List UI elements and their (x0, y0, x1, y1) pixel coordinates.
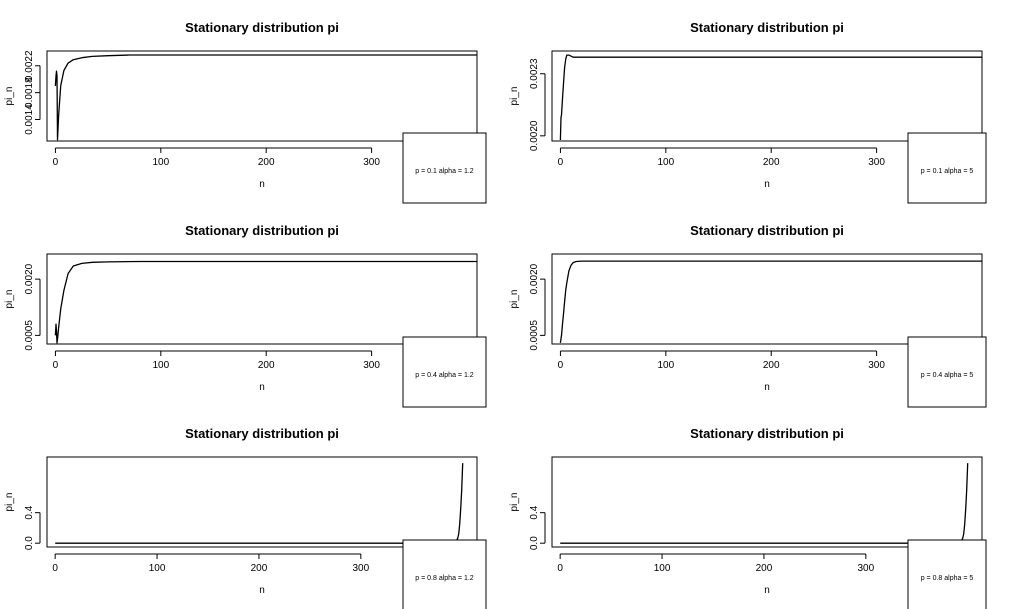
legend-box (907, 336, 987, 408)
y-tick-label: 0.4 (529, 505, 540, 519)
chart-panel-2: Stationary distribution pi 0 100 200 300 n 0.0… (509, 20, 987, 204)
plot-frame (551, 50, 983, 142)
chart-title: Stationary distribution pi (185, 223, 339, 238)
x-axis-label: n (764, 382, 770, 393)
series-line-1 (559, 54, 982, 141)
x-tick-label: 0 (53, 360, 59, 371)
x-axis-label: n (764, 585, 770, 596)
legend-box (402, 336, 487, 408)
y-axis-label: pi_n (4, 87, 15, 106)
legend-text: p = 0.1 alpha = 5 (921, 168, 974, 175)
x-tick-label: 200 (258, 157, 275, 168)
chart-panel-5: Stationary distribution pi 0 100 200 300 n 0.0… (4, 426, 487, 609)
x-tick-label: 0 (53, 157, 59, 168)
x-tick-label: 200 (756, 563, 773, 574)
plot-frame (46, 456, 478, 548)
y-tick-label: 0.0020 (529, 120, 540, 151)
series-line-1 (560, 463, 969, 544)
x-tick-label: 200 (258, 360, 275, 371)
x-tick-label: 100 (657, 360, 674, 371)
legend-text: p = 0.8 alpha = 5 (921, 575, 974, 582)
x-tick-label: 100 (657, 157, 674, 168)
plot-frame (46, 253, 478, 345)
y-tick-label: 0.0 (529, 536, 540, 550)
x-tick-label: 0 (558, 360, 564, 371)
y-axis-label: pi_n (4, 290, 15, 309)
chart-panel-6: Stationary distribution pi 0 100 200 300 n 0.0… (509, 426, 987, 609)
plot-frame (46, 50, 478, 142)
chart-panel-4: Stationary distribution pi 0 100 200 300 n 0.0… (509, 223, 987, 408)
x-tick-label: 0 (52, 563, 58, 574)
x-tick-label: 300 (352, 563, 369, 574)
legend-text: p = 0.1 alpha = 1.2 (415, 168, 473, 175)
x-tick-label: 200 (763, 157, 780, 168)
y-axis-label: pi_n (509, 87, 520, 106)
plot-frame (551, 456, 983, 548)
x-axis-label: n (259, 585, 265, 596)
chart-panel-3: Stationary distribution pi 0 100 200 300 n 0.0… (4, 223, 487, 408)
x-tick-label: 100 (654, 563, 671, 574)
chart-title: Stationary distribution pi (690, 426, 844, 441)
y-tick-label: 0.0005 (529, 320, 540, 351)
y-tick-label: 0.0018 (24, 77, 35, 108)
y-tick-label: 0.4 (24, 505, 35, 519)
x-tick-label: 300 (363, 360, 380, 371)
chart-title: Stationary distribution pi (690, 223, 844, 238)
x-tick-label: 300 (868, 360, 885, 371)
legend-text: p = 0.8 alpha = 1.2 (415, 575, 473, 582)
chart-title: Stationary distribution pi (690, 20, 844, 35)
x-tick-label: 100 (152, 360, 169, 371)
series-line-1 (54, 260, 477, 344)
legend-box (907, 132, 987, 204)
y-tick-label: 0.0020 (24, 263, 35, 294)
series-line-1 (55, 463, 464, 544)
x-tick-label: 0 (557, 563, 563, 574)
y-tick-label: 0.0 (24, 536, 35, 550)
y-axis-label: pi_n (509, 290, 520, 309)
y-tick-label: 0.0014 (24, 104, 35, 135)
legend-box (402, 132, 487, 204)
chart-title: Stationary distribution pi (185, 426, 339, 441)
y-tick-label: 0.0022 (24, 50, 35, 81)
y-tick-label: 0.0020 (529, 263, 540, 294)
chart-title: Stationary distribution pi (185, 20, 339, 35)
x-tick-label: 200 (251, 563, 268, 574)
legend-text: p = 0.4 alpha = 5 (921, 372, 974, 379)
x-tick-label: 0 (558, 157, 564, 168)
x-tick-label: 300 (857, 563, 874, 574)
x-tick-label: 300 (363, 157, 380, 168)
legend-box (907, 539, 987, 609)
series-line-1 (54, 54, 477, 141)
legend-text: p = 0.4 alpha = 1.2 (415, 372, 473, 379)
y-tick-label: 0.0023 (529, 58, 540, 89)
x-tick-label: 100 (149, 563, 166, 574)
plot-frame (551, 253, 983, 345)
legend-box (402, 539, 487, 609)
chart-panel-1: Stationary distribution pi 0 100 200 300 n 0.0… (4, 20, 487, 204)
y-axis-label: pi_n (509, 493, 520, 512)
x-tick-label: 200 (763, 360, 780, 371)
x-axis-label: n (259, 382, 265, 393)
x-axis-label: n (259, 179, 265, 190)
x-tick-label: 300 (868, 157, 885, 168)
x-axis-label: n (764, 179, 770, 190)
y-axis-label: pi_n (4, 493, 15, 512)
series-line-1 (559, 260, 982, 343)
x-tick-label: 100 (152, 157, 169, 168)
y-tick-label: 0.0005 (24, 320, 35, 351)
